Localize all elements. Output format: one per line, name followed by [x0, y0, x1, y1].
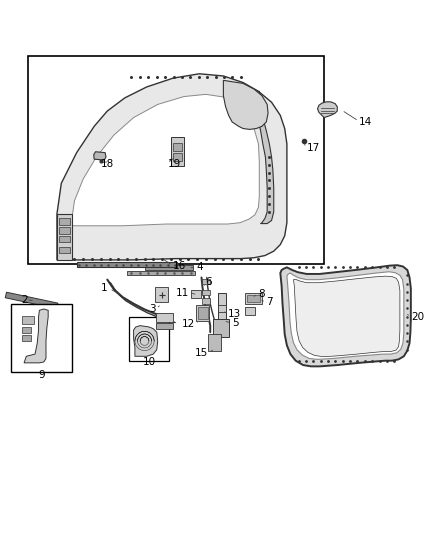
Text: 20: 20: [412, 312, 425, 322]
Bar: [198, 307, 208, 319]
Bar: [218, 304, 226, 312]
Text: 2: 2: [21, 295, 28, 305]
Bar: [202, 279, 210, 284]
Bar: [5, 292, 58, 309]
Bar: [11, 304, 72, 372]
Polygon shape: [94, 152, 106, 160]
Text: 9: 9: [38, 370, 45, 379]
Text: 10: 10: [142, 357, 155, 367]
Bar: [22, 317, 34, 324]
Polygon shape: [57, 74, 287, 260]
Bar: [247, 295, 260, 302]
Text: 14: 14: [359, 117, 372, 127]
Polygon shape: [134, 326, 158, 356]
Text: 11: 11: [176, 288, 189, 298]
Bar: [145, 265, 193, 270]
Polygon shape: [255, 91, 274, 223]
Text: 7: 7: [266, 297, 273, 308]
Polygon shape: [72, 94, 259, 255]
Bar: [59, 227, 70, 233]
Bar: [22, 335, 31, 341]
Text: 8: 8: [258, 289, 265, 298]
Bar: [77, 262, 177, 268]
Bar: [59, 236, 70, 243]
Polygon shape: [24, 309, 48, 363]
Bar: [28, 56, 324, 264]
Bar: [173, 154, 182, 161]
Bar: [245, 293, 262, 304]
Bar: [59, 247, 70, 253]
Text: 12: 12: [182, 319, 195, 329]
Text: 6: 6: [205, 277, 212, 287]
Polygon shape: [287, 272, 404, 359]
Text: 3: 3: [149, 304, 155, 314]
Bar: [173, 143, 182, 151]
Bar: [218, 293, 226, 321]
Bar: [59, 219, 70, 225]
Bar: [245, 307, 255, 314]
Text: 13: 13: [228, 309, 241, 319]
Text: 4: 4: [196, 262, 203, 271]
Polygon shape: [318, 102, 337, 118]
Bar: [213, 319, 229, 336]
Bar: [127, 271, 195, 275]
Bar: [155, 287, 168, 302]
Text: 1: 1: [101, 284, 107, 293]
Bar: [156, 322, 173, 329]
Text: 19: 19: [168, 159, 181, 168]
Bar: [171, 138, 184, 166]
Bar: [202, 298, 210, 304]
Text: 17: 17: [307, 143, 320, 154]
Text: 16: 16: [173, 261, 186, 271]
Polygon shape: [223, 80, 268, 130]
Bar: [156, 313, 173, 322]
Polygon shape: [293, 276, 400, 357]
Bar: [22, 327, 31, 333]
Bar: [191, 290, 201, 298]
Bar: [208, 334, 221, 351]
Text: 18: 18: [101, 159, 114, 168]
Polygon shape: [57, 214, 72, 260]
Text: 15: 15: [195, 348, 208, 358]
Bar: [202, 290, 210, 295]
Text: 5: 5: [232, 318, 239, 328]
Polygon shape: [280, 265, 411, 366]
Bar: [196, 304, 209, 321]
Bar: [129, 317, 169, 361]
